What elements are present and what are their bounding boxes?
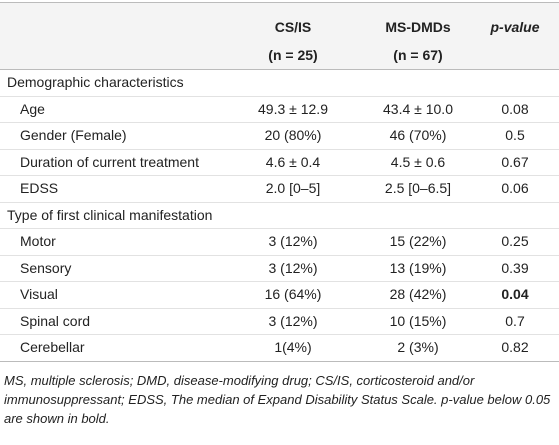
cell: 16 (64%) [264,286,322,302]
cell: 3 (12%) [268,312,318,329]
cell: 0.06 [501,180,529,196]
cell: 4.6 ± 0.4 [265,153,321,170]
section-label: Type of first clinical manifestation [7,206,213,223]
data-row: Motor 3 (12%) 15 (22%) 0.25 [0,229,559,256]
table: CS/IS (n = 25) MS-DMDs (n = 67) p-value Demo… [0,2,559,362]
cell: 2.0 [0–5] [265,180,321,196]
cell: 10 (15%) [389,312,447,329]
column-header: MS-DMDs (n = 67) [358,13,478,69]
row-label: Gender (Female) [20,127,127,143]
section-row: Demographic characteristics [0,70,559,97]
cell: 4.5 ± 0.6 [390,153,446,170]
column-n: (n = 67) [393,47,443,63]
cell: 0.67 [501,153,529,170]
table-body: Demographic characteristics Age 49.3 ± 12.… [0,70,559,361]
data-row: Spinal cord 3 (12%) 10 (15%) 0.7 [0,309,559,335]
column-title: MS-DMDs [385,19,451,35]
row-label: Sensory [20,259,72,276]
cell: 3 (12%) [268,259,318,276]
table-header: CS/IS (n = 25) MS-DMDs (n = 67) p-value [0,3,559,70]
cell: 20 (80%) [264,127,322,143]
footnote: MS, multiple sclerosis; DMD, disease-mod… [4,373,551,426]
row-label: Age [20,100,45,117]
row-label: Cerebellar [20,339,85,355]
data-row: Sensory 3 (12%) 13 (19%) 0.39 [0,256,559,282]
data-row: EDSS 2.0 [0–5] 2.5 [0–6.5] 0.06 [0,176,559,203]
cell: 28 (42%) [389,286,447,302]
column-n: (n = 25) [268,47,318,63]
data-row: Visual 16 (64%) 28 (42%) 0.04 [0,282,559,309]
cell: 0.08 [501,100,529,117]
data-row: Gender (Female) 20 (80%) 46 (70%) 0.5 [0,123,559,150]
row-label: Visual [20,286,58,302]
cell: 49.3 ± 12.9 [258,100,328,117]
column-title: p-value [490,19,540,35]
cell: 1(4%) [274,339,312,355]
column-header: CS/IS (n = 25) [233,13,353,69]
cell: 15 (22%) [389,233,447,249]
data-row: Cerebellar 1(4%) 2 (3%) 0.82 [0,335,559,361]
column-header: p-value [475,13,555,41]
cell: 43.4 ± 10.0 [383,100,453,117]
column-title: CS/IS [274,19,312,35]
data-row: Duration of current treatment 4.6 ± 0.4 4.… [0,150,559,176]
cell: 13 (19%) [389,259,447,276]
row-label: Motor [20,233,56,249]
cell: 0.7 [505,312,525,329]
row-label: EDSS [20,180,59,196]
row-label: Duration of current treatment [20,153,199,170]
cell: 2.5 [0–6.5] [384,180,452,196]
cell: 0.25 [501,233,529,249]
row-label: Spinal cord [20,312,91,329]
data-row: Age 49.3 ± 12.9 43.4 ± 10.0 0.08 [0,97,559,123]
cell: 0.39 [501,259,529,276]
cell: 0.82 [501,339,529,355]
cell: 0.04 [501,286,529,302]
section-row: Type of first clinical manifestation [0,203,559,229]
section-label: Demographic characteristics [7,74,184,90]
cell: 3 (12%) [268,233,318,249]
cell: 0.5 [505,127,525,143]
cell: 2 (3%) [397,339,439,355]
cell: 46 (70%) [389,127,447,143]
